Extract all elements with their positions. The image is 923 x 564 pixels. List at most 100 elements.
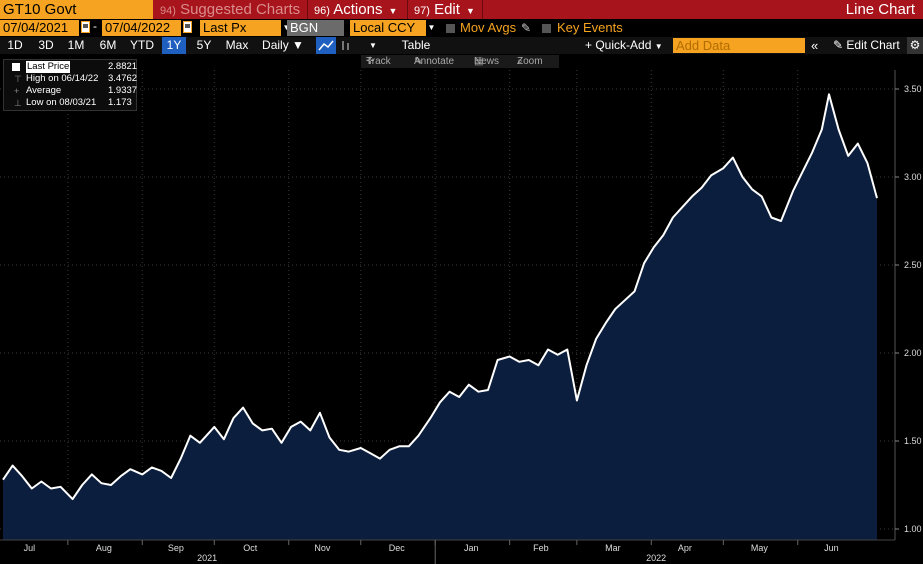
- zoom-label: Zoom: [517, 56, 543, 67]
- edit-menu[interactable]: 97) Edit ▼: [414, 0, 475, 19]
- price-area-fill: [3, 94, 877, 541]
- date-separator: -: [93, 19, 97, 33]
- x-axis-band: [0, 540, 923, 564]
- x-tick-label: Feb: [533, 543, 549, 553]
- currency-selector[interactable]: Local CCY: [350, 20, 426, 36]
- legend-low-label: Low on 08/03/21: [26, 97, 97, 108]
- edit-number: 97): [414, 5, 430, 17]
- chevron-down-icon[interactable]: ▼: [369, 41, 377, 50]
- mov-avgs-checkbox[interactable]: [446, 24, 455, 33]
- legend-average-value: 1.9337: [108, 85, 138, 96]
- chevron-down-icon[interactable]: ▼: [426, 20, 437, 36]
- legend-low-value: 1.173: [108, 97, 132, 108]
- table-button[interactable]: Table: [401, 38, 431, 52]
- y-tick-label: 2.50: [904, 260, 922, 270]
- field-selector[interactable]: Last Px: [200, 20, 281, 36]
- legend-row-low: ⊥ Low on 08/03/21 1.173: [4, 97, 138, 109]
- chevron-down-icon: ▼: [654, 42, 663, 51]
- edit-chart-label: Edit Chart: [846, 38, 900, 52]
- magnifier-icon: ⌕: [517, 56, 523, 67]
- divider: [407, 0, 408, 19]
- x-tick-label: Aug: [96, 543, 112, 553]
- x-tick-label: May: [751, 543, 769, 553]
- edit-label: Edit: [434, 1, 460, 18]
- year-label: 2022: [646, 553, 666, 563]
- news-icon: ▤: [474, 56, 484, 67]
- y-axis-ticks: 1.00 1.50 2.00 2.50 3.00 3.50: [894, 70, 922, 540]
- gear-icon[interactable]: ⚙: [907, 37, 923, 54]
- y-tick-label: 1.50: [904, 436, 922, 446]
- add-data-input[interactable]: Add Data: [673, 38, 805, 53]
- x-tick-label: Sep: [168, 543, 184, 553]
- crosshair-icon: ✛: [366, 56, 375, 67]
- suggested-charts-number: 94): [160, 5, 176, 17]
- pencil-icon: ✎: [414, 56, 423, 67]
- high-marker-icon: ⊤: [14, 74, 22, 84]
- range-button-1d[interactable]: 1D: [7, 38, 23, 52]
- actions-label: Actions: [333, 1, 383, 18]
- track-label: Track: [366, 56, 391, 67]
- range-button-6m[interactable]: 6M: [99, 38, 117, 52]
- x-tick-label: Dec: [389, 543, 406, 553]
- x-axis: Jul Aug Sep Oct Nov Dec Jan Feb Mar Apr May Jun 2021…: [0, 539, 923, 564]
- range-button-ytd[interactable]: YTD: [130, 38, 154, 52]
- bar-style-icon[interactable]: [338, 37, 354, 54]
- divider: [307, 0, 308, 19]
- quick-add-label: + Quick-Add: [585, 38, 652, 52]
- range-button-max[interactable]: Max: [225, 38, 249, 52]
- calendar-icon[interactable]: [183, 21, 192, 33]
- line-chart-icon[interactable]: [316, 37, 336, 54]
- mov-avgs-label[interactable]: Mov Avgs: [460, 20, 517, 35]
- pencil-icon[interactable]: ✎: [521, 21, 532, 35]
- quick-add-button[interactable]: + Quick-Add ▼: [585, 37, 663, 54]
- chevron-down-icon: ▼: [465, 6, 475, 16]
- x-tick-label: Mar: [605, 543, 621, 553]
- calendar-icon[interactable]: [81, 21, 90, 33]
- legend-average-label: Average: [26, 85, 62, 96]
- periodicity-dropdown[interactable]: Daily ▼: [262, 38, 304, 52]
- price-line: [2, 93, 878, 501]
- suggested-charts-menu[interactable]: 94) Suggested Charts: [160, 0, 300, 19]
- x-tick-label: Nov: [314, 543, 331, 553]
- legend-row-high: ⊤ High on 06/14/22 3.4762: [4, 73, 138, 85]
- chevron-down-icon[interactable]: ▼: [281, 20, 292, 36]
- command-bar: [0, 0, 923, 19]
- chart-legend: Last Price 2.8821 ⊤ High on 06/14/22 3.4…: [3, 59, 137, 111]
- x-tick-label: Apr: [678, 543, 692, 553]
- x-tick-label: Oct: [243, 543, 258, 553]
- low-marker-icon: ⊥: [14, 98, 22, 108]
- news-label: News: [474, 56, 500, 67]
- key-events-label[interactable]: Key Events: [557, 20, 623, 35]
- chevron-down-icon: ▼: [388, 6, 398, 16]
- actions-menu[interactable]: 96) Actions ▼: [314, 0, 397, 19]
- y-tick-label: 3.00: [904, 172, 922, 182]
- x-tick-label: Jan: [464, 543, 479, 553]
- range-button-1m[interactable]: 1M: [67, 38, 85, 52]
- range-button-5y[interactable]: 5Y: [196, 38, 212, 52]
- suggested-charts-label: Suggested Charts: [180, 1, 301, 18]
- x-tick-label: Jun: [824, 543, 839, 553]
- year-label: 2021: [197, 553, 217, 563]
- x-tick-label: Jul: [24, 543, 36, 553]
- series-swatch: [12, 63, 20, 71]
- range-button-1y[interactable]: 1Y: [162, 37, 186, 54]
- divider: [482, 0, 483, 19]
- range-button-3d[interactable]: 3D: [38, 38, 54, 52]
- annotate-label: Annotate: [414, 56, 455, 67]
- y-tick-label: 2.00: [904, 348, 922, 358]
- y-tick-label: 3.50: [904, 84, 922, 94]
- legend-row-average: + Average 1.9337: [4, 85, 138, 97]
- legend-high-value: 3.4762: [108, 73, 138, 84]
- average-marker-icon: +: [14, 86, 20, 96]
- ticker-field[interactable]: GT10 Govt: [0, 0, 153, 19]
- start-date-field[interactable]: 07/04/2021: [0, 20, 79, 36]
- chart-tools: ✛ Track ✎ Annotate ▤ News ⌕ Zoom: [361, 55, 559, 68]
- source-selector[interactable]: BGN: [287, 20, 344, 36]
- end-date-field[interactable]: 07/04/2022: [102, 20, 181, 36]
- edit-chart-button[interactable]: ✎ Edit Chart: [833, 37, 900, 54]
- key-events-checkbox[interactable]: [542, 24, 551, 33]
- y-tick-label: 1.00: [904, 524, 922, 534]
- collapse-icon[interactable]: «: [811, 38, 819, 53]
- legend-last-label: Last Price: [26, 61, 71, 73]
